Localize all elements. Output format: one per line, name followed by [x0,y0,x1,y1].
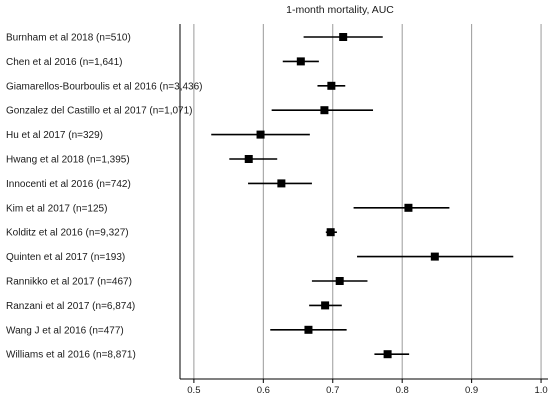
study-label: Hu et al 2017 (n=329) [6,130,103,141]
point-estimate-marker [321,301,330,310]
study-label: Chen et al 2016 (n=1,641) [6,57,122,68]
point-estimate-marker [404,203,413,212]
study-label: Ranzani et al 2017 (n=6,874) [6,301,135,312]
point-estimate-marker [296,57,305,66]
study-label: Rannikko et al 2017 (n=467) [6,277,132,288]
point-estimate-marker [335,277,344,285]
x-tick-label: 0.8 [396,385,409,396]
x-axis: 0.5 0.6 0.7 0.8 0.9 1.0 [179,24,548,396]
point-estimate-marker [339,33,348,41]
study-label: Williams et al 2016 (n=8,871) [6,350,136,361]
x-tick-label: 0.9 [465,385,478,396]
point-estimate-marker [383,350,392,359]
point-estimate-marker [304,325,313,334]
x-tick-label: 0.5 [187,385,200,396]
point-estimate-marker [327,81,336,90]
study-label: Giamarellos-Bourboulis et al 2016 (n=3,4… [6,81,203,92]
study-label: Burnham et al 2018 (n=510) [6,33,131,44]
point-estimate-marker [430,252,439,261]
chart-title: 1-month mortality, AUC [286,4,394,16]
study-estimates [211,33,514,359]
study-label: Wang J et al 2016 (n=477) [6,325,124,336]
study-label: Innocenti et al 2016 (n=742) [6,179,131,190]
point-estimate-marker [244,155,253,163]
point-estimate-marker [256,130,265,139]
study-label: Kim et al 2017 (n=125) [6,203,107,214]
study-label: Kolditz et al 2016 (n=9,327) [6,228,129,239]
x-tick-label: 1.0 [534,385,547,396]
study-labels: Burnham et al 2018 (n=510) Chen et al 201… [6,33,203,361]
study-label: Gonzalez del Castillo et al 2017 (n=1,07… [6,106,193,117]
study-label: Quinten et al 2017 (n=193) [6,252,125,263]
point-estimate-marker [320,106,329,115]
x-tick-label: 0.6 [257,385,270,396]
x-tick-label: 0.7 [326,385,339,396]
grid-lines [193,24,542,379]
point-estimate-marker [326,228,335,237]
point-estimate-marker [277,179,286,188]
study-label: Hwang et al 2018 (n=1,395) [6,155,130,166]
